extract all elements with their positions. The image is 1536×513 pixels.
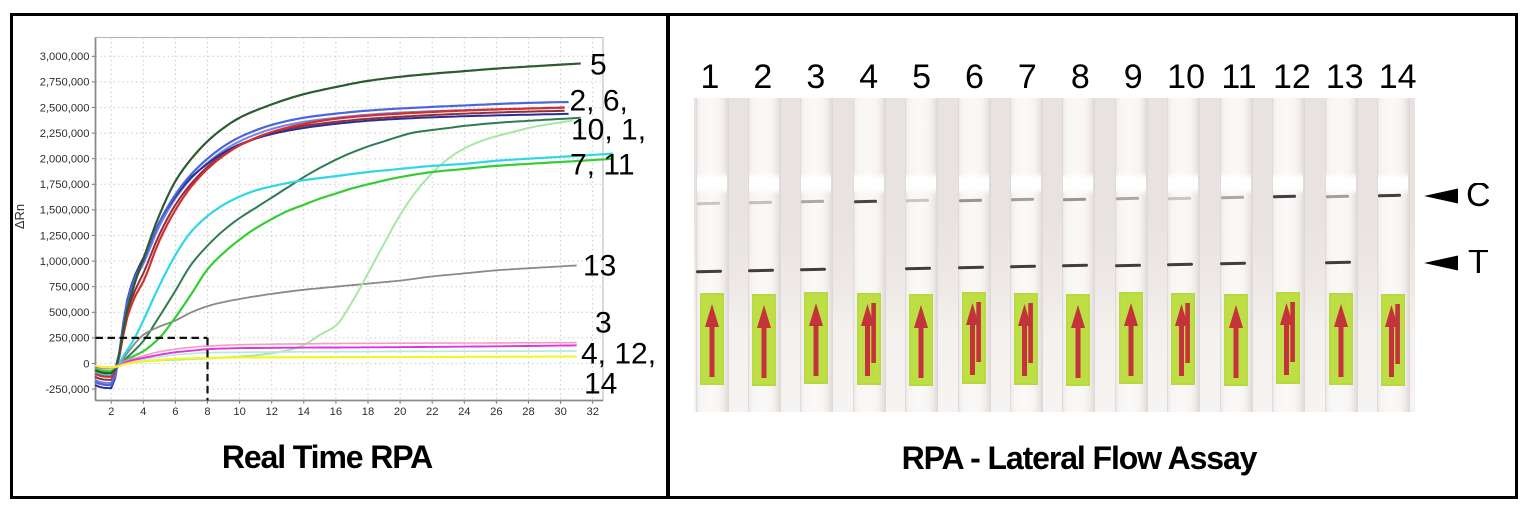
svg-text:-250,000: -250,000 [45,384,89,396]
svg-text:16: 16 [330,406,342,418]
svg-text:6: 6 [172,406,178,418]
svg-text:3,000,000: 3,000,000 [40,51,90,63]
svg-text:500,000: 500,000 [49,307,89,319]
svg-text:30: 30 [554,406,566,418]
svg-text:250,000: 250,000 [49,333,89,345]
svg-text:4: 4 [140,406,146,418]
svg-text:13: 13 [583,250,616,283]
svg-text:7, 11: 7, 11 [570,149,635,182]
svg-text:28: 28 [522,406,534,418]
svg-text:14: 14 [584,368,617,401]
svg-text:1,500,000: 1,500,000 [40,205,90,217]
svg-text:C: C [1466,183,1491,209]
svg-text:3: 3 [595,307,612,340]
svg-text:2,750,000: 2,750,000 [40,77,90,89]
svg-text:10: 10 [233,406,245,418]
svg-text:32: 32 [586,406,598,418]
svg-text:2,000,000: 2,000,000 [40,154,90,166]
svg-text:24: 24 [458,406,470,418]
svg-text:2,250,000: 2,250,000 [40,128,90,140]
svg-text:ΔRn: ΔRn [12,204,27,229]
svg-text:20: 20 [394,406,406,418]
svg-text:12: 12 [265,406,277,418]
svg-text:0: 0 [83,358,89,370]
svg-text:T: T [1468,250,1489,276]
svg-text:1,750,000: 1,750,000 [40,179,90,191]
svg-text:18: 18 [362,406,374,418]
svg-text:10, 1,: 10, 1, [571,113,646,146]
svg-text:5: 5 [590,49,607,82]
svg-text:2: 2 [108,406,114,418]
svg-text:2, 6,: 2, 6, [570,85,628,118]
svg-text:22: 22 [426,406,438,418]
svg-text:1,000,000: 1,000,000 [40,256,90,268]
svg-text:750,000: 750,000 [49,282,89,294]
svg-text:2,500,000: 2,500,000 [40,102,90,114]
svg-text:4, 12,: 4, 12, [581,338,656,371]
svg-text:26: 26 [490,406,502,418]
svg-text:1,250,000: 1,250,000 [40,230,90,242]
svg-text:8: 8 [204,406,210,418]
svg-text:Real Time RPA: Real Time RPA [222,439,433,475]
svg-text:14: 14 [298,406,310,418]
